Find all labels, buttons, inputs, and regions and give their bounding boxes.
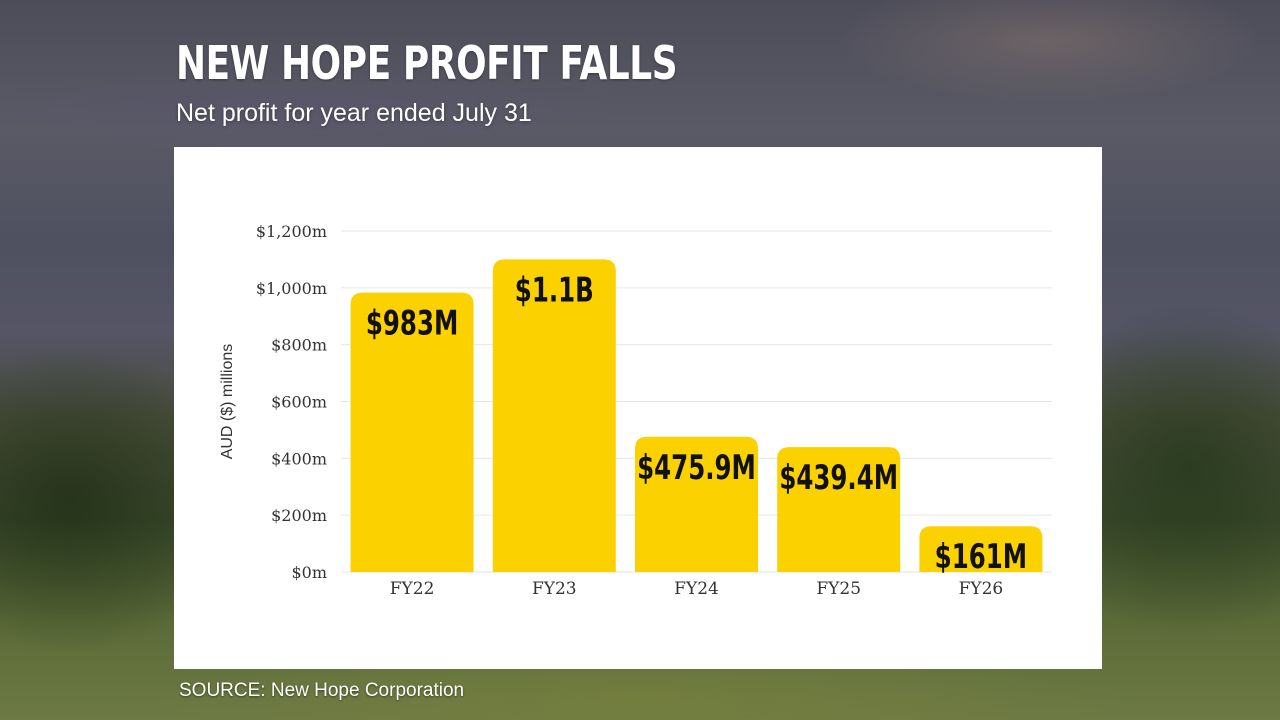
- y-tick-label: $800m: [271, 336, 327, 355]
- y-tick-label: $1,200m: [256, 222, 327, 241]
- x-tick-label: FY24: [674, 579, 719, 599]
- bar-value-label: $475.9M: [637, 448, 756, 487]
- bar-fy24: [635, 436, 758, 572]
- bar-value-label: $161M: [935, 537, 1027, 576]
- bar-chart: $0m $200m $400m $600m $800m $1,000m $1,200m AUD…: [219, 222, 1052, 599]
- bar-value-label: $439.4M: [779, 458, 898, 497]
- x-tick-label: FY22: [390, 579, 435, 599]
- bar-value-label: $983M: [366, 304, 458, 343]
- x-tick-label: FY23: [532, 579, 577, 599]
- bar-value-label: $1.1B: [515, 270, 594, 309]
- y-tick-label: $1,000m: [256, 279, 327, 298]
- y-tick-label: $200m: [271, 506, 327, 525]
- x-tick-label: FY26: [959, 579, 1004, 599]
- bar-fy23: [492, 259, 616, 572]
- y-tick-label: $400m: [271, 449, 327, 468]
- source-note: SOURCE: New Hope Corporation: [179, 680, 465, 701]
- y-axis-title: AUD ($) millions: [219, 344, 236, 460]
- chart-title: NEW HOPE PROFIT FALLS: [176, 36, 678, 90]
- bar-fy25: [777, 447, 901, 572]
- chart-panel: $0m $200m $400m $600m $800m $1,000m $1,200m AUD…: [174, 147, 1102, 669]
- x-tick-label: FY25: [816, 579, 861, 599]
- y-tick-label: $600m: [271, 393, 327, 412]
- y-tick-label: $0m: [291, 563, 327, 582]
- bar-fy22: [350, 292, 474, 572]
- chart-subtitle: Net profit for year ended July 31: [176, 99, 532, 127]
- bar-fy26: [919, 526, 1043, 572]
